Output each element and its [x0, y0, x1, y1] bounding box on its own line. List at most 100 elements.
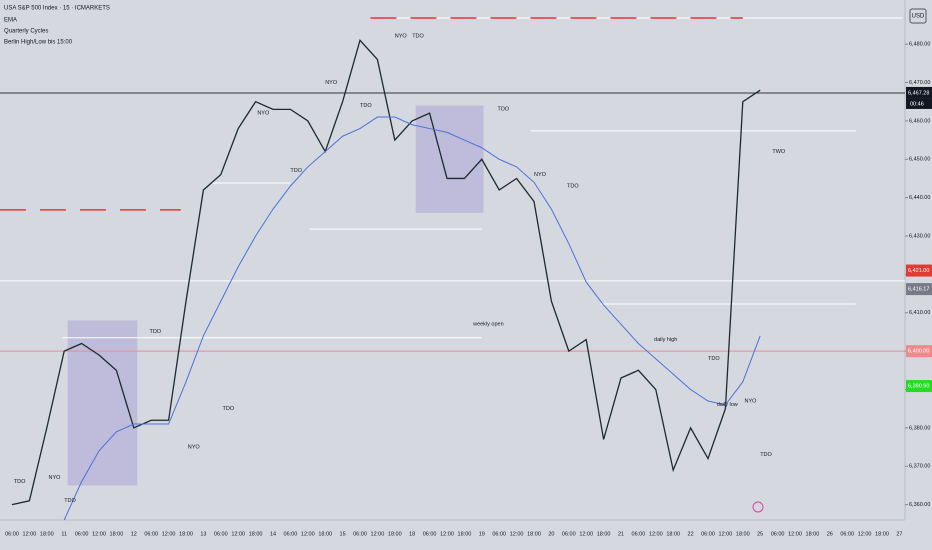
- x-tick-label: 06:00: [75, 531, 89, 537]
- x-tick-label: 06:00: [562, 531, 576, 537]
- countdown-bg: [906, 98, 932, 109]
- indicator-label: Quarterly Cycles: [4, 29, 48, 35]
- ema-line: [63, 116, 761, 521]
- x-tick-label: 06:00: [284, 531, 298, 537]
- price-tag: [906, 345, 932, 358]
- x-tick-label: 22: [688, 531, 694, 537]
- y-tick-label: 6,460.00: [909, 118, 930, 124]
- x-tick-label: 06:00: [5, 531, 19, 537]
- x-tick-label: 12:00: [231, 531, 245, 537]
- x-tick-label: 27: [896, 531, 902, 537]
- x-tick-label: 26: [827, 531, 833, 537]
- annotation: TWO: [772, 149, 786, 155]
- x-tick-label: 12:00: [510, 531, 524, 537]
- annotation: TDO: [708, 356, 720, 362]
- x-tick-label: 06:00: [423, 531, 437, 537]
- x-tick-label: 12:00: [23, 531, 37, 537]
- annotation: daily low: [717, 402, 738, 408]
- y-tick-label: 6,430.00: [909, 233, 930, 239]
- event-icon[interactable]: [752, 501, 764, 513]
- price-tag: [906, 86, 932, 99]
- annotation: TDO: [149, 329, 161, 335]
- x-tick-label: 18:00: [736, 531, 750, 537]
- currency-box: [909, 8, 927, 24]
- annotation: NYO: [534, 172, 547, 178]
- chart-title: USA S&P 500 Index · 15 · ICMARKETS: [4, 6, 110, 12]
- indicator-label: EMA: [4, 18, 17, 24]
- x-tick-label: 18:00: [875, 531, 889, 537]
- x-tick-label: 18:00: [179, 531, 193, 537]
- x-tick-label: 06:00: [632, 531, 646, 537]
- x-tick-label: 13: [200, 531, 206, 537]
- annotation: NYO: [188, 444, 201, 450]
- y-tick-label: 6,480.00: [909, 42, 930, 48]
- price-tag: [906, 283, 932, 296]
- y-tick-label: 6,410.00: [909, 310, 930, 316]
- x-tick-label: 18:00: [597, 531, 611, 537]
- x-tick-label: 11: [61, 531, 67, 537]
- annotation: TDO: [360, 103, 372, 109]
- x-tick-label: 19: [479, 531, 485, 537]
- x-tick-label: 06:00: [214, 531, 228, 537]
- y-tick-label: 6,440.00: [909, 195, 930, 201]
- annotation: TDO: [14, 479, 26, 485]
- cycle-box: [415, 105, 484, 213]
- x-tick-label: 12:00: [649, 531, 663, 537]
- y-tick-label: 6,450.00: [909, 157, 930, 163]
- annotation: NYO: [325, 80, 338, 86]
- x-tick-label: 18:00: [666, 531, 680, 537]
- x-tick-label: 12:00: [371, 531, 385, 537]
- x-tick-label: 18:00: [388, 531, 402, 537]
- x-tick-label: 06:00: [840, 531, 854, 537]
- x-tick-label: 06:00: [492, 531, 506, 537]
- x-tick-label: 18:00: [249, 531, 263, 537]
- x-tick-label: 06:00: [144, 531, 158, 537]
- x-tick-label: 18:00: [110, 531, 124, 537]
- x-tick-label: 21: [618, 531, 624, 537]
- indicator-label: Berlin High/Low bis 15:00: [4, 40, 73, 46]
- x-tick-label: 25: [757, 531, 763, 537]
- x-tick-label: 12:00: [162, 531, 176, 537]
- annotation: NYO: [257, 111, 270, 117]
- x-tick-label: 15: [340, 531, 346, 537]
- x-tick-label: 18:00: [527, 531, 541, 537]
- x-tick-label: 12:00: [301, 531, 315, 537]
- annotation: TDO: [497, 107, 509, 113]
- y-tick-label: 6,360.00: [909, 502, 930, 508]
- price-tag: [906, 380, 932, 393]
- annotation: TDO: [412, 34, 424, 40]
- annotation: TDO: [223, 406, 235, 412]
- price-tag-label: 6,421.00: [908, 268, 929, 274]
- x-tick-label: 18:00: [806, 531, 820, 537]
- x-tick-label: 18:00: [40, 531, 54, 537]
- x-tick-label: 12:00: [440, 531, 454, 537]
- x-tick-label: 18: [409, 531, 415, 537]
- countdown: 00:46: [910, 101, 924, 107]
- y-tick-label: 6,380.00: [909, 425, 930, 431]
- annotation: TDO: [567, 183, 579, 189]
- price-line: [11, 38, 761, 506]
- annotation: NYO: [745, 398, 758, 404]
- y-tick-label: 6,370.00: [909, 464, 930, 470]
- x-tick-label: 06:00: [353, 531, 367, 537]
- x-tick-label: 18:00: [318, 531, 332, 537]
- annotation: TDO: [290, 168, 302, 174]
- x-tick-label: 12:00: [579, 531, 593, 537]
- annotation: NYO: [49, 475, 62, 481]
- x-tick-label: 12:00: [719, 531, 733, 537]
- y-tick-label: 6,470.00: [909, 80, 930, 86]
- annotation: daily high: [654, 337, 677, 343]
- x-tick-label: 06:00: [771, 531, 785, 537]
- x-tick-label: 12:00: [92, 531, 106, 537]
- x-tick-label: 12: [131, 531, 137, 537]
- price-tag-label: 6,416.17: [908, 287, 929, 293]
- x-tick-label: 14: [270, 531, 276, 537]
- x-tick-label: 06:00: [701, 531, 715, 537]
- annotation: weekly open: [472, 322, 504, 328]
- x-tick-label: 20: [548, 531, 554, 537]
- price-tag: [906, 264, 932, 277]
- currency: USD: [912, 14, 925, 20]
